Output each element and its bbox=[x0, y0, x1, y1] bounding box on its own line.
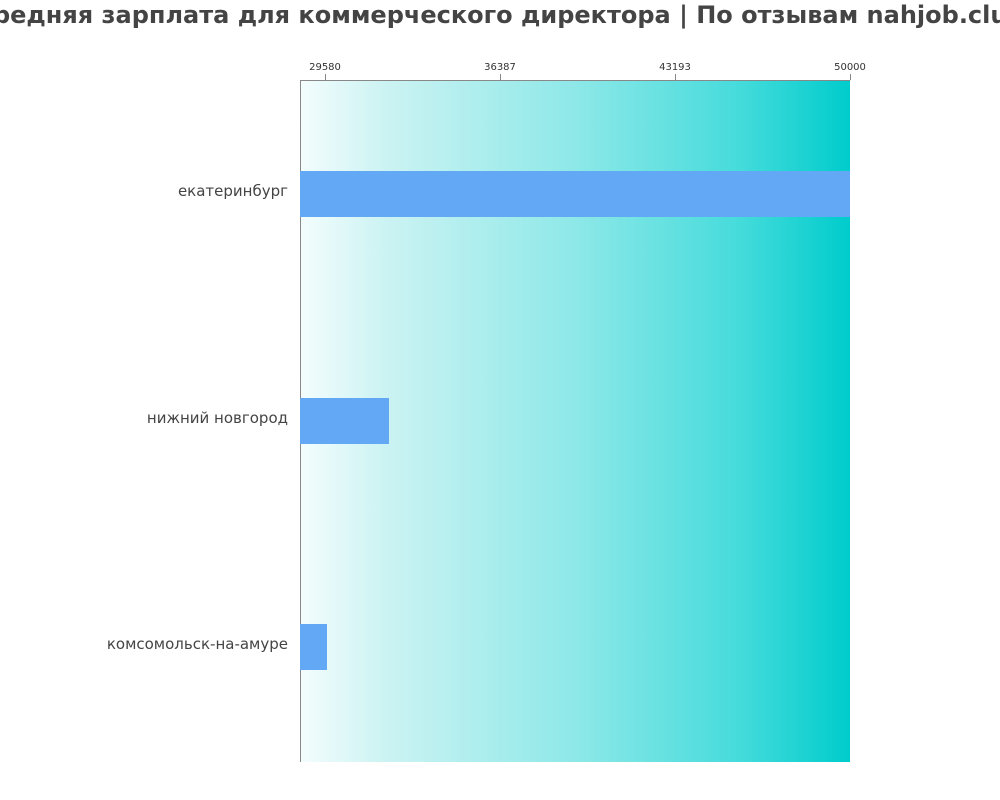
x-tick bbox=[325, 74, 326, 80]
x-tick-label: 36387 bbox=[484, 62, 516, 73]
x-tick-label: 50000 bbox=[834, 62, 866, 73]
x-tick bbox=[675, 74, 676, 80]
x-tick bbox=[500, 74, 501, 80]
bar-ekaterinburg bbox=[300, 171, 850, 217]
bar-nizhny-novgorod bbox=[300, 398, 389, 444]
x-axis-line bbox=[300, 80, 850, 81]
category-label: нижний новгород bbox=[146, 409, 288, 427]
x-tick-label: 43193 bbox=[659, 62, 691, 73]
category-label: комсомольск-на-амуре bbox=[106, 635, 288, 653]
chart-title: Средняя зарплата для коммерческого дирек… bbox=[0, 1, 1000, 29]
x-tick bbox=[850, 74, 851, 80]
category-label: екатеринбург bbox=[177, 182, 288, 200]
x-tick-label: 29580 bbox=[309, 62, 341, 73]
bar-komsomolsk bbox=[300, 624, 327, 670]
